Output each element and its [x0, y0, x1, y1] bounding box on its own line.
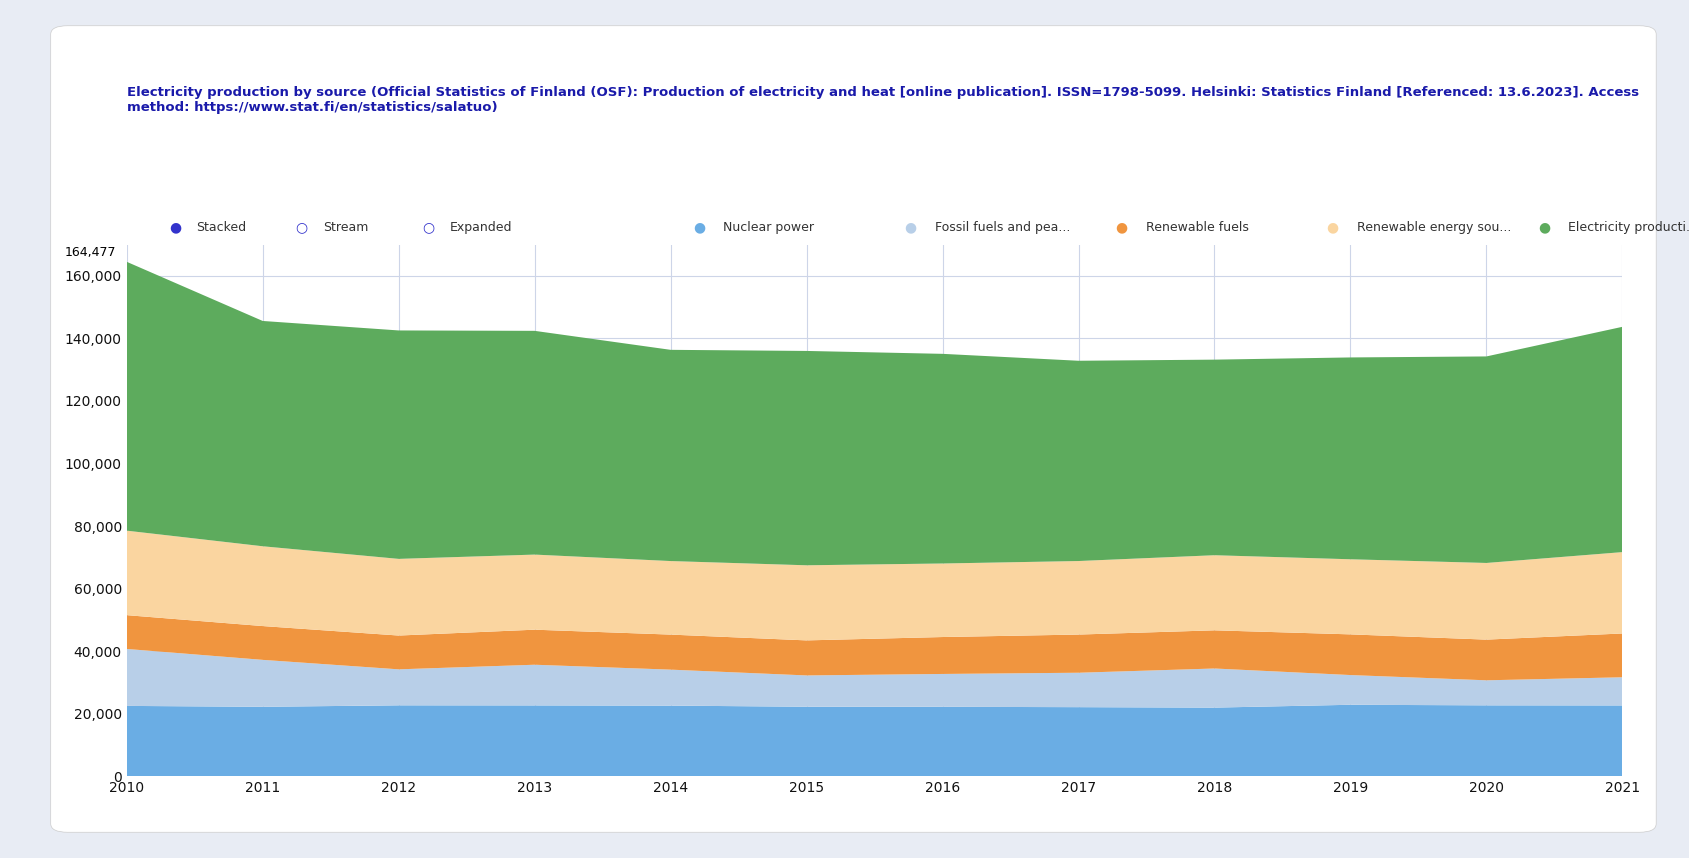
- Text: Electricity production by source (Official Statistics of Finland (OSF): Producti: Electricity production by source (Offici…: [127, 86, 1638, 114]
- Text: ●: ●: [1115, 221, 1127, 234]
- Text: ●: ●: [169, 221, 181, 234]
- Text: Expanded: Expanded: [449, 221, 512, 234]
- Text: ●: ●: [692, 221, 704, 234]
- Text: 164,477: 164,477: [64, 246, 115, 259]
- Text: Stream: Stream: [323, 221, 368, 234]
- Text: Fossil fuels and pea...: Fossil fuels and pea...: [934, 221, 1069, 234]
- Text: Electricity producti...: Electricity producti...: [1567, 221, 1689, 234]
- Text: Nuclear power: Nuclear power: [723, 221, 814, 234]
- Text: ○: ○: [296, 221, 307, 234]
- Text: Stacked: Stacked: [196, 221, 247, 234]
- Text: ●: ●: [1326, 221, 1338, 234]
- Text: Renewable fuels: Renewable fuels: [1145, 221, 1248, 234]
- Text: ○: ○: [422, 221, 434, 234]
- Text: ●: ●: [1537, 221, 1549, 234]
- Text: ●: ●: [904, 221, 915, 234]
- Text: Renewable energy sou...: Renewable energy sou...: [1356, 221, 1510, 234]
